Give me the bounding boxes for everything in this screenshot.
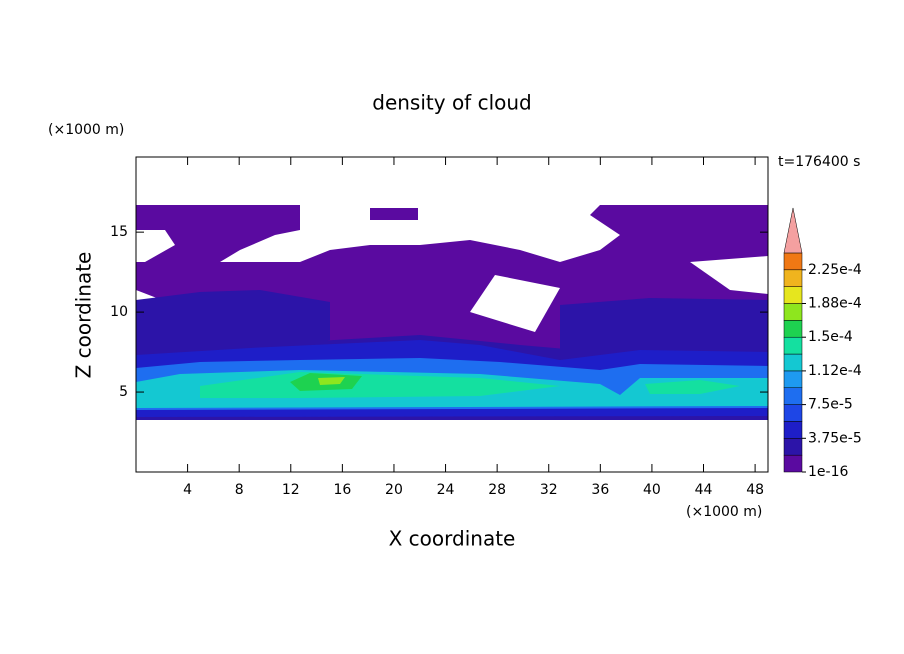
colorbar-band: [783, 269, 803, 287]
colorbar-label: 1.5e-4: [808, 329, 853, 345]
colorbar-band: [783, 421, 803, 439]
x-tick-label: 20: [385, 482, 403, 498]
y-axis-label: Z coordinate: [72, 252, 96, 379]
contour-field: [136, 205, 768, 420]
colorbar-band: [783, 286, 803, 304]
y-tick-label: 5: [119, 384, 128, 400]
colorbar-extend: [783, 207, 803, 254]
colorbar-band: [783, 320, 803, 338]
x-unit: (×1000 m): [686, 504, 762, 520]
colorbar-band: [783, 336, 803, 355]
x-tick-label: 12: [282, 482, 300, 498]
colorbar-band: [783, 404, 803, 422]
chart-title: density of cloud: [372, 91, 531, 115]
colorbar-band: [783, 454, 803, 473]
colorbar-band: [783, 353, 803, 372]
colorbar-label: 1.12e-4: [808, 363, 862, 379]
x-tick-label: 36: [591, 482, 609, 498]
x-tick-label: 24: [437, 482, 455, 498]
x-tick-label: 40: [643, 482, 661, 498]
colorbar-label: 1.88e-4: [808, 296, 862, 312]
y-tick-label: 15: [110, 224, 128, 240]
colorbar-band: [783, 387, 803, 405]
colorbar-label: 3.75e-5: [808, 430, 862, 446]
x-axis-label: X coordinate: [389, 527, 516, 551]
colorbar-label: 7.5e-5: [808, 397, 853, 413]
colorbar-band: [783, 303, 803, 321]
x-tick-label: 32: [540, 482, 558, 498]
colorbar-band: [783, 438, 803, 456]
colorbar-label: 2.25e-4: [808, 262, 862, 278]
colorbar-band: [783, 370, 803, 388]
colorbar-band: [783, 252, 803, 271]
annotation: t=176400 s: [778, 154, 860, 170]
plot-frame: [135, 156, 769, 473]
x-tick-label: 16: [333, 482, 351, 498]
x-tick-label: 8: [235, 482, 244, 498]
x-tick-label: 48: [746, 482, 764, 498]
y-unit: (×1000 m): [48, 122, 124, 138]
x-tick-label: 44: [695, 482, 713, 498]
colorbar-label: 1e-16: [808, 464, 848, 480]
x-tick-label: 4: [183, 482, 192, 498]
x-tick-label: 28: [488, 482, 506, 498]
y-tick-label: 10: [110, 304, 128, 320]
